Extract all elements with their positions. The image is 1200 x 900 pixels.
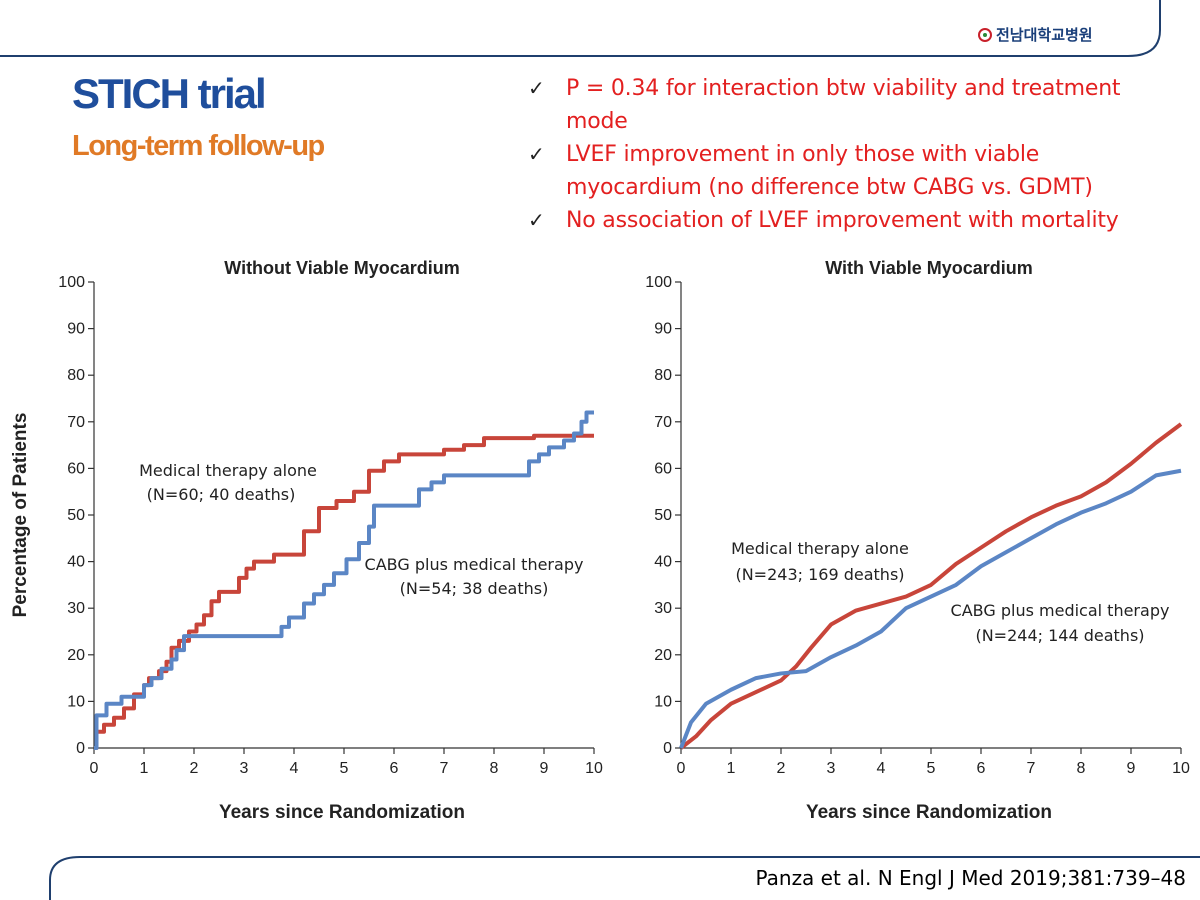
finding-item: ✓ LVEF improvement in only those with vi… <box>528 138 1178 204</box>
cabg-count: (N=244; 144 deaths) <box>975 626 1144 645</box>
finding-text: LVEF improvement in only those with viab… <box>566 142 1093 200</box>
y-tick-label: 60 <box>67 460 85 477</box>
cabg-count: (N=54; 38 deaths) <box>400 579 549 598</box>
y-tick-label: 100 <box>645 274 672 291</box>
cabg-label: CABG plus medical therapy <box>365 555 584 574</box>
y-tick-label: 50 <box>654 507 672 524</box>
y-tick-label: 10 <box>654 693 672 710</box>
x-tick-label: 0 <box>677 760 686 777</box>
medical-therapy-label: Medical therapy alone <box>139 461 317 480</box>
x-tick-label: 6 <box>390 760 399 777</box>
chart-title: Without Viable Myocardium <box>224 258 460 278</box>
findings-list: ✓ P = 0.34 for interaction btw viability… <box>528 72 1178 237</box>
x-tick-label: 10 <box>585 760 603 777</box>
x-tick-label: 2 <box>190 760 199 777</box>
x-axis-title: Years since Randomization <box>219 802 465 823</box>
x-tick-label: 7 <box>1027 760 1036 777</box>
hospital-logo: 전남대학교병원 <box>978 24 1093 45</box>
y-tick-label: 70 <box>67 414 85 431</box>
y-tick-label: 0 <box>76 740 85 757</box>
x-tick-label: 8 <box>1077 760 1086 777</box>
y-tick-label: 30 <box>67 600 85 617</box>
y-tick-label: 30 <box>654 600 672 617</box>
x-tick-label: 3 <box>240 760 249 777</box>
y-tick-label: 10 <box>67 693 85 710</box>
y-axis-title: Percentage of Patients <box>10 413 31 618</box>
hospital-emblem-icon <box>978 27 992 42</box>
x-tick-label: 1 <box>727 760 736 777</box>
medical-therapy-count: (N=243; 169 deaths) <box>735 565 904 584</box>
x-tick-label: 5 <box>340 760 349 777</box>
y-tick-label: 60 <box>654 460 672 477</box>
check-icon: ✓ <box>528 142 545 166</box>
x-tick-label: 4 <box>877 760 886 777</box>
x-tick-label: 10 <box>1172 760 1190 777</box>
finding-text: P = 0.34 for interaction btw viability a… <box>566 76 1121 134</box>
citation: Panza et al. N Engl J Med 2019;381:739–4… <box>755 866 1186 890</box>
hospital-logo-text: 전남대학교병원 <box>996 26 1093 44</box>
x-tick-label: 5 <box>927 760 936 777</box>
x-tick-label: 2 <box>777 760 786 777</box>
y-tick-label: 20 <box>654 647 672 664</box>
x-axis-title: Years since Randomization <box>806 802 1052 823</box>
medical-therapy-count: (N=60; 40 deaths) <box>147 485 296 504</box>
cabg-series-line <box>94 410 594 750</box>
medical-therapy-series-line <box>94 433 594 750</box>
x-tick-label: 1 <box>140 760 149 777</box>
y-tick-label: 80 <box>67 367 85 384</box>
x-tick-label: 4 <box>290 760 299 777</box>
x-tick-label: 9 <box>540 760 549 777</box>
x-tick-label: 9 <box>1127 760 1136 777</box>
x-tick-label: 8 <box>490 760 499 777</box>
y-tick-label: 90 <box>654 321 672 338</box>
medical-therapy-series-line <box>679 422 1183 750</box>
chart-without-viable: 0 10 20 30 40 50 60 70 80 90 100 0 1 2 3 4 5 6 7 8 9 10 Withou… <box>10 258 603 823</box>
check-icon: ✓ <box>528 208 545 232</box>
finding-text: No association of LVEF improvement with … <box>566 208 1119 233</box>
finding-item: ✓ No association of LVEF improvement wit… <box>528 204 1178 237</box>
x-tick-label: 0 <box>90 760 99 777</box>
y-tick-label: 50 <box>67 507 85 524</box>
y-tick-label: 40 <box>654 554 672 571</box>
y-tick-label: 80 <box>654 367 672 384</box>
y-tick-label: 100 <box>58 274 85 291</box>
x-tick-label: 3 <box>827 760 836 777</box>
x-tick-label: 6 <box>977 760 986 777</box>
y-tick-label: 0 <box>663 740 672 757</box>
cabg-series-line <box>679 468 1182 749</box>
cabg-label: CABG plus medical therapy <box>951 601 1170 620</box>
chart-with-viable: 0 10 20 30 40 50 60 70 80 90 100 0 1 2 3 4 5 6 7 8 9 10 With V… <box>645 258 1190 823</box>
medical-therapy-label: Medical therapy alone <box>731 539 909 558</box>
finding-item: ✓ P = 0.34 for interaction btw viability… <box>528 72 1178 138</box>
y-tick-label: 70 <box>654 414 672 431</box>
chart-title: With Viable Myocardium <box>825 258 1033 278</box>
check-icon: ✓ <box>528 76 545 100</box>
frame-bottom-line <box>49 856 1200 900</box>
slide-subtitle: Long-term follow-up <box>72 130 325 162</box>
x-tick-label: 7 <box>440 760 449 777</box>
y-tick-label: 40 <box>67 554 85 571</box>
frame-top-line <box>0 0 1161 57</box>
y-tick-label: 90 <box>67 321 85 338</box>
slide-title: STICH trial <box>72 70 267 117</box>
y-tick-label: 20 <box>67 647 85 664</box>
